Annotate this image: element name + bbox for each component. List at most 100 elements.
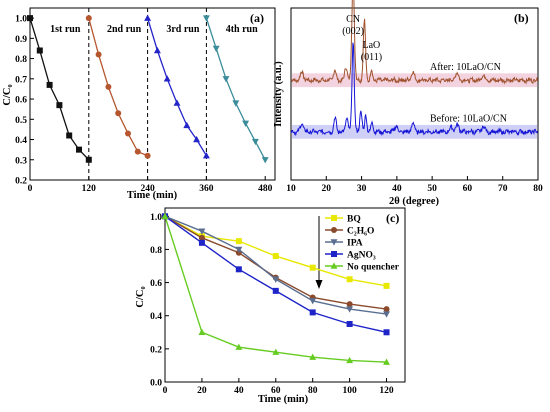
panel-c-frame: [164, 207, 406, 383]
panel-a-xtick-label: 120: [82, 184, 97, 194]
panel-c-trend-arrow: [315, 216, 323, 289]
panel-c-ytick-label: 1.0: [150, 213, 162, 223]
panel-c-series-5-point: [235, 343, 243, 350]
panel-a-run-4-line: [205, 17, 266, 161]
panel-a-ytick-label: 0.4: [15, 136, 27, 146]
panel-c-xtick-label: 100: [342, 386, 357, 396]
panel-b-xtick-label: 20: [322, 184, 332, 194]
panel-a-xlabel: Time (min): [127, 190, 178, 201]
panel-b-peak-cn-index: (002): [342, 26, 364, 37]
panel-a-ylabel: C/C₀: [2, 84, 13, 105]
panel-c-series-3-point: [346, 306, 354, 313]
panel-b-chart: 10 20 30 40 50 60 70 80 After: 10LaO/CN Before: …: [273, 0, 543, 207]
panel-a-xtick-label: 240: [140, 184, 155, 194]
panel-c-series-3-point: [198, 228, 206, 235]
panel-c-series-3-point: [272, 276, 280, 283]
panel-c-tag: (c): [386, 211, 399, 225]
panel-a-run-2-label: 2nd run: [107, 24, 142, 35]
panel-a-run-4-point: [242, 120, 250, 127]
panel-a-run-3-point: [202, 152, 210, 159]
panel-c-ytick-label: 0.4: [150, 312, 162, 322]
panel-b-series-2-line: [290, 42, 539, 137]
panel-b-xtick-label: 30: [357, 184, 367, 194]
panel-c-series-3-point: [383, 311, 390, 318]
panel-a-run-1-point: [76, 146, 82, 153]
panel-c-legend-4-marker: [331, 251, 337, 257]
panel-c-ytick-label: 0.2: [150, 345, 162, 355]
panel-c-series-5-point: [198, 328, 206, 335]
panel-c-series-4-point: [198, 239, 205, 246]
panel-a-run-3-point: [144, 14, 152, 21]
panel-c-xtick-label: 120: [379, 386, 394, 396]
panel-b-xtick-label: 50: [427, 184, 437, 194]
panel-c-series-4-point: [235, 266, 242, 273]
panel-b-xtick-label: 80: [533, 184, 543, 194]
panel-c-series-1-point: [346, 276, 353, 283]
panel-a-run-2-point: [144, 152, 151, 159]
panel-a-xtick-label: 0: [28, 184, 33, 194]
panel-a-xtick-label: 360: [199, 184, 214, 194]
panel-a-run-3-point: [153, 46, 161, 54]
panel-a-ytick-label: 0.2: [15, 177, 27, 187]
panel-a-run-1-point: [85, 156, 92, 163]
panel-a-run-3-point: [193, 135, 201, 143]
panel-c-legend-2-marker: [331, 227, 337, 233]
panel-c-chart: 0 20 40 60 80 100 120 0.0 0.2 0.4 0.6 0.8 1.0 BQ C₂H₆…: [135, 207, 406, 405]
panel-b-series-1-label: After: 10LaO/CN: [430, 62, 501, 73]
panel-c-series-1-point: [309, 264, 316, 271]
panel-c-legend-1-label: BQ: [347, 215, 361, 225]
panel-a-ytick-label: 1.0: [15, 15, 27, 25]
panel-a-chart: 0 120 240 360 480 0.2 0.3 0.4 0.5 0.6 0.7 0.8 0.9 1.0…: [2, 7, 276, 201]
panel-a-run-4-point: [251, 138, 259, 146]
panel-b-xtick-label: 40: [392, 184, 402, 194]
panel-b-series-2-band: [292, 124, 537, 139]
panel-b-frame: [290, 7, 539, 181]
panel-c-series-5-point: [309, 353, 317, 360]
panel-a-run-1-line: [29, 17, 90, 161]
panel-c-series-5-point: [272, 348, 280, 355]
panel-a-tag: (a): [250, 11, 264, 25]
panel-c-xtick-label: 80: [308, 386, 318, 396]
panel-c-series-4-point: [309, 309, 316, 316]
panel-a-run-1-label: 1st run: [50, 24, 81, 35]
panel-b-xtick-label: 10: [286, 184, 296, 194]
panel-a-frame: [29, 7, 276, 181]
panel-c-series-2-point: [198, 234, 205, 241]
panel-c-legend-3-marker: [330, 239, 338, 246]
panel-a-run-2-point: [125, 130, 131, 137]
panel-c-series-4-point: [272, 287, 279, 294]
panel-c-ytick-label: 0.6: [150, 279, 162, 289]
panel-c-legend-1-marker: [331, 215, 337, 221]
panel-c-series-5-point: [346, 356, 354, 364]
panel-b-series-2-label: Before: 10LaO/CN: [430, 114, 507, 125]
panel-c-xlabel: Time (min): [258, 394, 309, 405]
panel-c-series-2-point: [346, 301, 353, 308]
panel-c-legend-4-label: AgNO₃: [347, 251, 376, 261]
panel-a-run-3-line: [146, 17, 207, 157]
panel-c-ytick-label: 0.0: [150, 379, 162, 389]
panel-a-run-1-point: [56, 102, 63, 109]
panel-a-run-1-point: [27, 15, 33, 22]
panel-a-run-4-point: [212, 45, 220, 53]
panel-c-legend-2-label: C₂H₆O: [347, 227, 374, 237]
panel-c-legend-5-label: No quencher: [347, 263, 400, 273]
panel-a-run-1-point: [66, 132, 73, 139]
panel-c-xtick-label: 0: [163, 386, 168, 396]
panel-a-run-2-point: [134, 148, 141, 155]
panel-b-tag: (b): [514, 11, 529, 25]
panel-a-run-2-line: [88, 17, 148, 157]
panel-a-run-4-point: [222, 76, 230, 83]
panel-c-series-5-point: [383, 358, 390, 365]
panel-a-run-2-point: [115, 110, 122, 117]
panel-c-series-2-point: [383, 306, 390, 313]
panel-b-series-1-line: [290, 0, 539, 85]
panel-a-run-2-point: [95, 51, 102, 58]
panel-a-run-4-label: 4th run: [226, 24, 258, 35]
panel-c-series-3-point: [235, 246, 243, 254]
panel-a-run-1-point: [36, 47, 43, 54]
panel-c-xtick-label: 20: [197, 386, 207, 396]
panel-b-peak-lao-label: LaO: [363, 40, 381, 51]
panel-b-peak-cn-label: CN: [346, 14, 360, 25]
panel-b-peak-lao-index: (011): [361, 52, 382, 63]
